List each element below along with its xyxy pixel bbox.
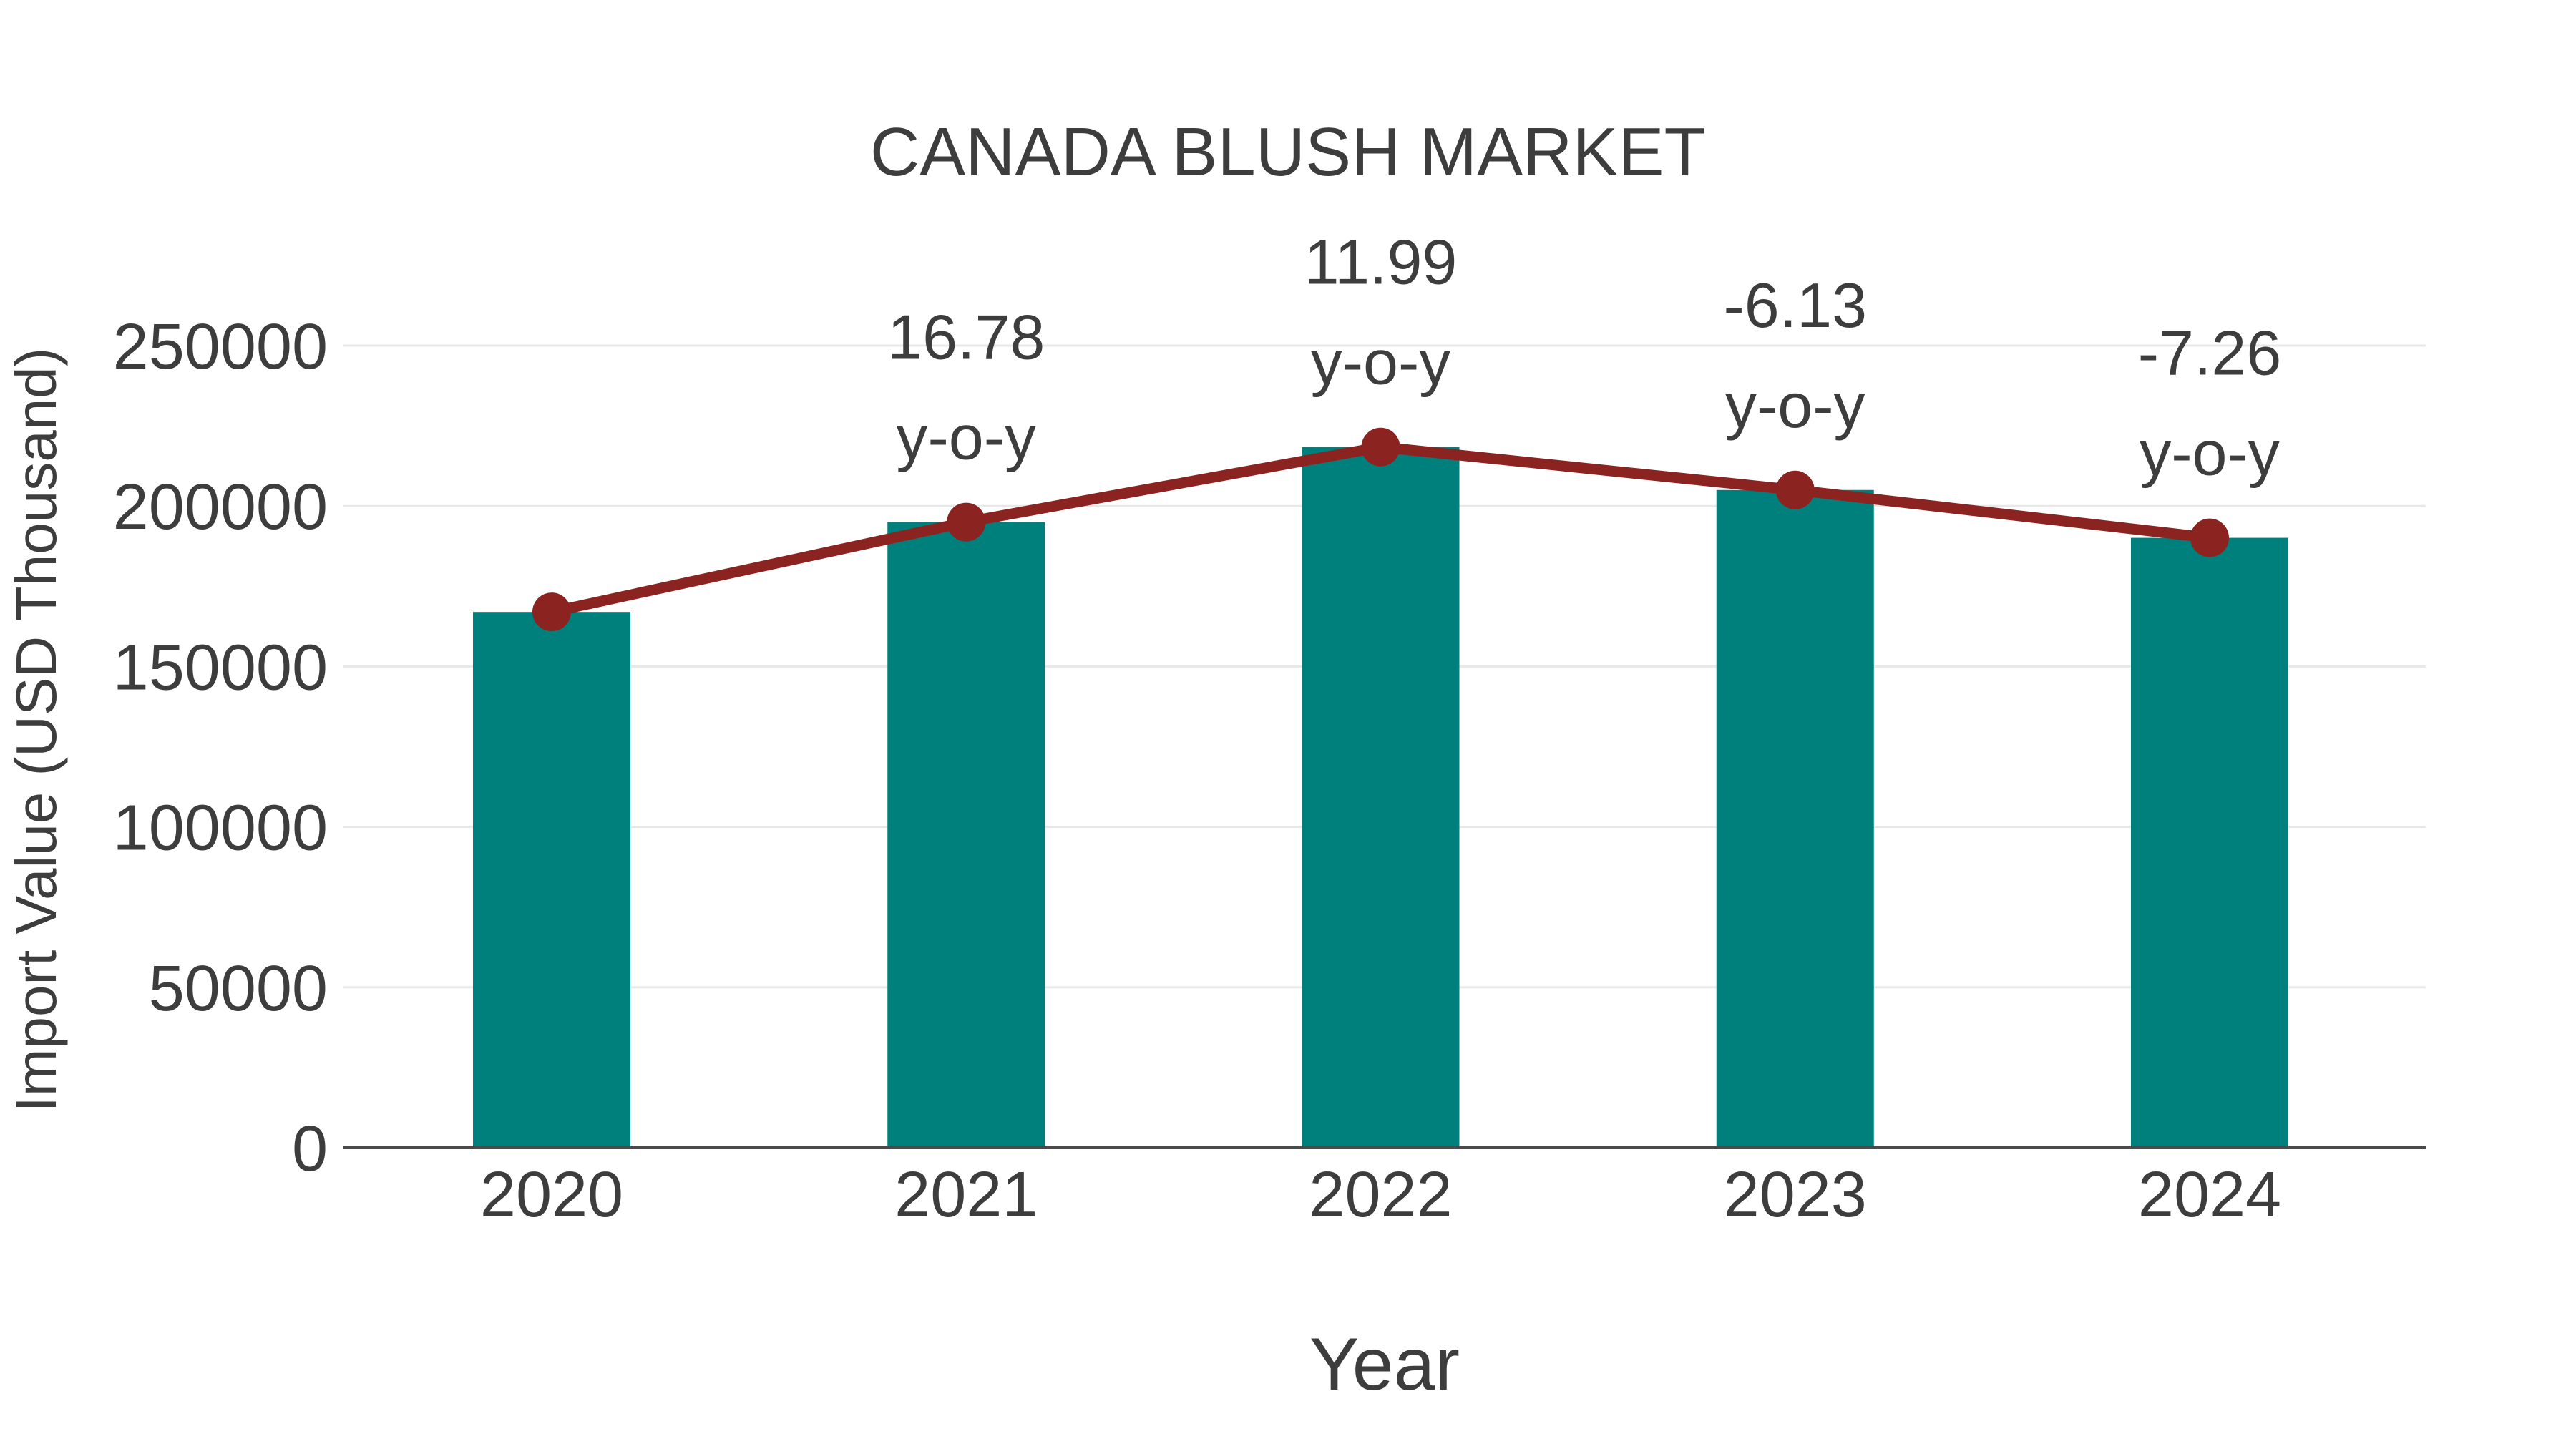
bar-2024	[2131, 537, 2288, 1148]
x-tick-label-2022: 2022	[1309, 1159, 1452, 1231]
y-tick-label-150000: 150000	[113, 632, 328, 703]
yoy-annotation-label-2021: y-o-y	[896, 402, 1036, 473]
y-tick-label-200000: 200000	[113, 472, 328, 543]
trend-line-group	[532, 427, 2229, 632]
line-point-2023	[1775, 470, 1815, 509]
x-tick-labels-group: 2020 2021 2022 2023 2024	[480, 1159, 2281, 1231]
yoy-annotation-label-2024: y-o-y	[2140, 418, 2280, 489]
yoy-annotations-group: 16.78 y-o-y 11.99 y-o-y -6.13 y-o-y -7.26 y-o-y	[887, 227, 2281, 489]
line-point-2021	[947, 502, 986, 542]
bar-2020	[473, 612, 630, 1148]
yoy-annotation-value-2023: -6.13	[1723, 270, 1867, 341]
bar-2021	[887, 522, 1045, 1148]
y-tick-label-250000: 250000	[113, 311, 328, 383]
chart-title: CANADA BLUSH MARKET	[870, 114, 1706, 190]
yoy-annotation-label-2023: y-o-y	[1725, 370, 1865, 441]
yoy-annotation-value-2022: 11.99	[1304, 227, 1458, 298]
x-tick-label-2024: 2024	[2138, 1159, 2281, 1231]
yoy-annotation-label-2022: y-o-y	[1311, 327, 1451, 398]
bar-2022	[1302, 447, 1460, 1148]
x-tick-label-2023: 2023	[1724, 1159, 1867, 1231]
yoy-annotation-value-2024: -7.26	[2138, 318, 2282, 389]
yoy-annotation-value-2021: 16.78	[887, 302, 1045, 373]
y-axis-title: Import Value (USD Thousand)	[4, 348, 68, 1113]
x-axis-title: Year	[1309, 1323, 1460, 1406]
line-point-2020	[532, 592, 571, 632]
bar-2023	[1716, 489, 1874, 1148]
y-tick-labels-group: 0 50000 100000 150000 200000 250000	[113, 311, 328, 1185]
y-tick-label-100000: 100000	[113, 793, 328, 864]
x-tick-label-2020: 2020	[480, 1159, 623, 1231]
line-point-2022	[1361, 427, 1400, 467]
bars-group	[473, 447, 2288, 1148]
line-point-2024	[2190, 518, 2229, 557]
y-tick-label-0: 0	[292, 1113, 328, 1185]
y-tick-label-50000: 50000	[149, 953, 328, 1025]
x-tick-label-2021: 2021	[894, 1159, 1038, 1231]
